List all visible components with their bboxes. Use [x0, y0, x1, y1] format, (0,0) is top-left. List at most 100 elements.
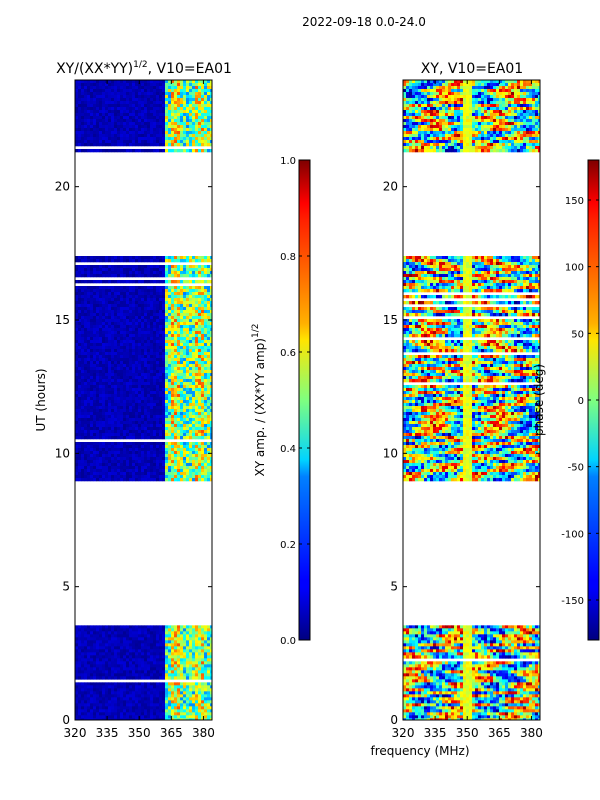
heatmap-cell	[189, 451, 193, 455]
heatmap-cell	[129, 463, 133, 467]
heatmap-cell	[135, 673, 139, 677]
heatmap-cell	[210, 319, 212, 323]
heatmap-cell	[177, 274, 181, 278]
heatmap-cell	[84, 670, 88, 674]
heatmap-cell	[132, 715, 136, 719]
heatmap-cell	[195, 268, 199, 272]
heatmap-cell	[75, 706, 79, 710]
heatmap-cell	[132, 313, 136, 317]
heatmap-cell	[174, 265, 178, 269]
heatmap-cell	[111, 379, 115, 383]
heatmap-cell	[210, 472, 212, 476]
heatmap-cell	[87, 95, 91, 99]
heatmap-cell	[147, 385, 151, 389]
heatmap-cell	[129, 370, 133, 374]
heatmap-cell	[171, 334, 175, 338]
heatmap-cell	[93, 631, 97, 635]
heatmap-cell	[90, 430, 94, 434]
heatmap-cell	[159, 373, 163, 377]
heatmap-cell	[123, 331, 127, 335]
heatmap-cell	[204, 694, 208, 698]
heatmap-cell	[117, 418, 121, 422]
heatmap-cell	[210, 430, 212, 434]
heatmap-cell	[129, 418, 133, 422]
heatmap-cell	[102, 643, 106, 647]
heatmap-cell	[129, 289, 133, 293]
heatmap-cell	[147, 274, 151, 278]
heatmap-cell	[102, 307, 106, 311]
heatmap-cell	[105, 643, 109, 647]
heatmap-cell	[132, 376, 136, 380]
heatmap-cell	[123, 373, 127, 377]
heatmap-cell	[96, 310, 100, 314]
heatmap-cell	[93, 691, 97, 695]
heatmap-cell	[168, 289, 172, 293]
heatmap-cell	[201, 409, 205, 413]
heatmap-cell	[189, 418, 193, 422]
heatmap-cell	[171, 400, 175, 404]
heatmap-cell	[171, 80, 175, 84]
heatmap-cell	[135, 391, 139, 395]
heatmap-cell	[183, 418, 187, 422]
heatmap-cell	[114, 289, 118, 293]
heatmap-cell	[147, 421, 151, 425]
heatmap-cell	[168, 364, 172, 368]
heatmap-cell	[168, 259, 172, 263]
heatmap-cell	[90, 328, 94, 332]
heatmap-cell	[120, 676, 124, 680]
heatmap-cell	[111, 448, 115, 452]
heatmap-cell	[201, 640, 205, 644]
heatmap-cell	[144, 349, 148, 353]
heatmap-cell	[129, 697, 133, 701]
heatmap-cell	[111, 364, 115, 368]
heatmap-cell	[162, 337, 166, 341]
heatmap-cell	[93, 340, 97, 344]
heatmap-cell	[126, 625, 130, 629]
heatmap-cell	[129, 403, 133, 407]
heatmap-cell	[126, 469, 130, 473]
heatmap-cell	[177, 355, 181, 359]
heatmap-cell	[138, 307, 142, 311]
heatmap-cell	[141, 655, 145, 659]
heatmap-cell	[174, 382, 178, 386]
heatmap-cell	[198, 424, 202, 428]
heatmap-cell	[147, 406, 151, 410]
heatmap-cell	[105, 685, 109, 689]
heatmap-cell	[144, 649, 148, 653]
heatmap-cell	[159, 406, 163, 410]
heatmap-cell	[186, 451, 190, 455]
heatmap-cell	[153, 655, 157, 659]
heatmap-cell	[171, 682, 175, 686]
heatmap-cell	[195, 625, 199, 629]
heatmap-cell	[93, 682, 97, 686]
heatmap-cell	[87, 685, 91, 689]
heatmap-cell	[210, 397, 212, 401]
heatmap-cell	[204, 364, 208, 368]
heatmap-cell	[177, 667, 181, 671]
heatmap-cell	[201, 89, 205, 93]
heatmap-cell	[207, 697, 211, 701]
heatmap-cell	[204, 382, 208, 386]
heatmap-cell	[156, 442, 160, 446]
heatmap-cell	[150, 265, 154, 269]
heatmap-cell	[195, 80, 199, 84]
heatmap-cell	[144, 703, 148, 707]
heatmap-cell	[189, 448, 193, 452]
heatmap-cell	[111, 700, 115, 704]
heatmap-cell	[90, 286, 94, 290]
heatmap-cell	[183, 682, 187, 686]
heatmap-cell	[204, 463, 208, 467]
heatmap-cell	[210, 379, 212, 383]
heatmap-cell	[165, 643, 169, 647]
heatmap-cell	[126, 271, 130, 275]
heatmap-cell	[114, 454, 118, 458]
heatmap-cell	[165, 310, 169, 314]
heatmap-cell	[159, 298, 163, 302]
heatmap-cell	[75, 397, 79, 401]
heatmap-cell	[186, 373, 190, 377]
heatmap-cell	[132, 379, 136, 383]
heatmap-cell	[201, 676, 205, 680]
heatmap-cell	[147, 451, 151, 455]
heatmap-cell	[78, 625, 82, 629]
heatmap-cell	[189, 346, 193, 350]
